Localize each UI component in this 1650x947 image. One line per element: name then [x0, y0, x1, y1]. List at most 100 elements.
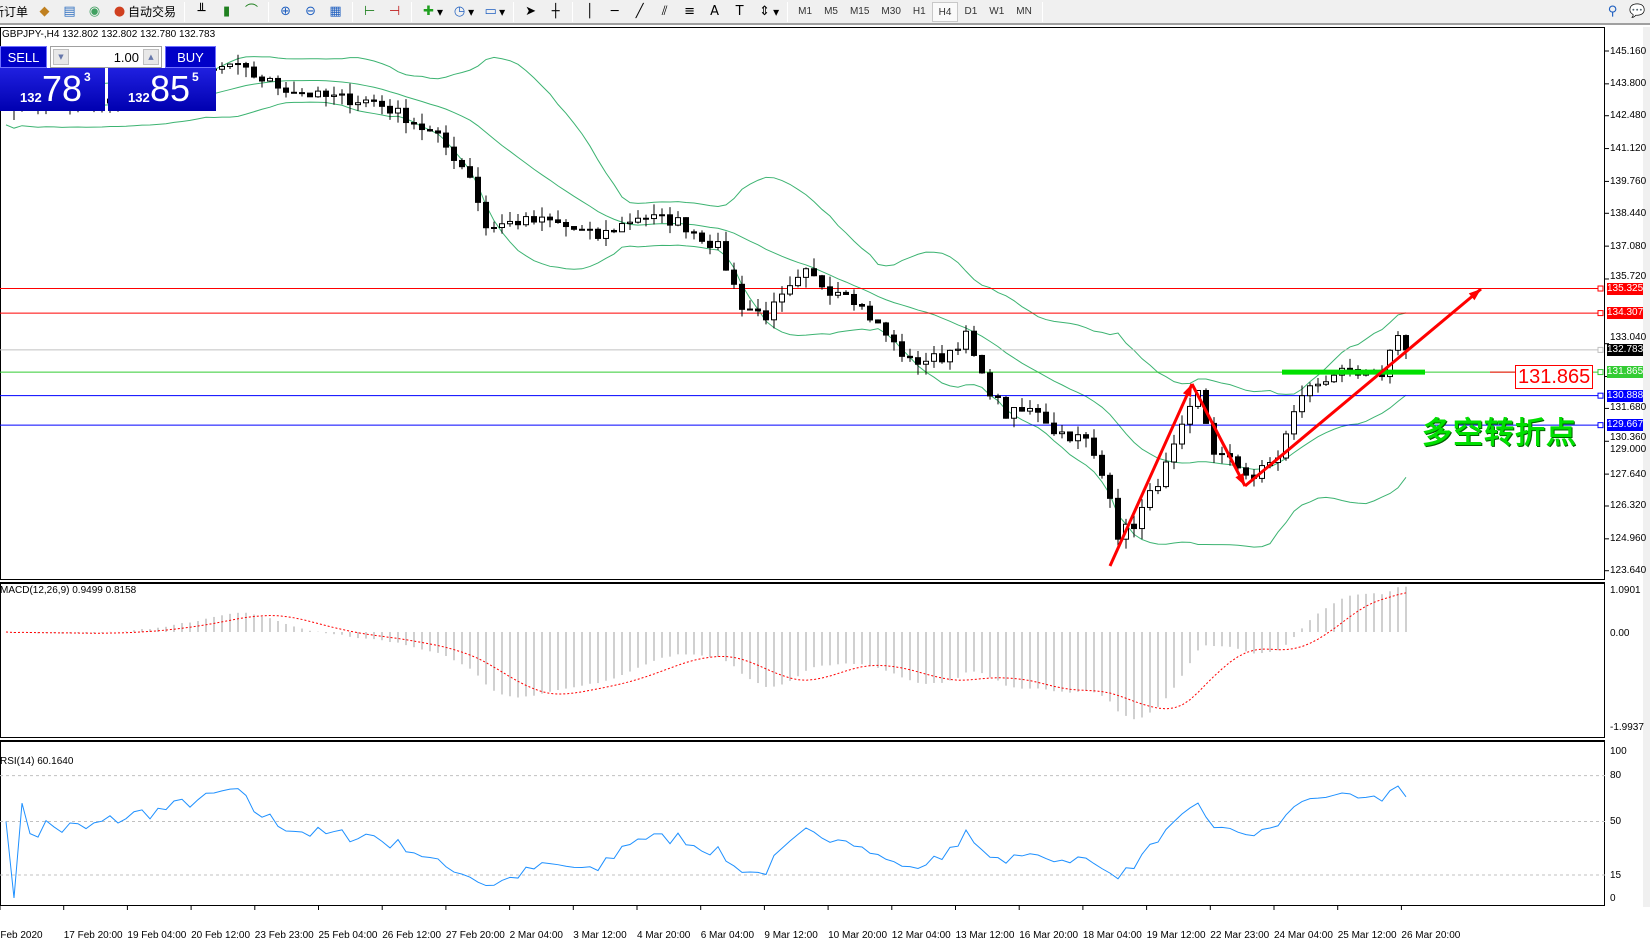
- macd-pane[interactable]: [0, 582, 1605, 738]
- timeframe-m30[interactable]: M30: [881, 5, 901, 17]
- horizontal-line-button[interactable]: ─: [602, 1, 627, 23]
- buy-button[interactable]: BUY: [165, 46, 216, 68]
- price-axis-label: 141.120: [1610, 143, 1647, 155]
- toolbar-separator: [352, 1, 354, 22]
- time-axis-label: 20 Feb 12:00: [191, 930, 251, 941]
- time-axis-label: 27 Feb 20:00: [445, 930, 505, 941]
- horizontal-line-icon: ─: [610, 4, 619, 19]
- rsi-title: RSI(14) 60.1640: [0, 756, 74, 767]
- navigator-button[interactable]: ▤: [57, 1, 82, 23]
- text-label-button[interactable]: T: [727, 1, 752, 23]
- timeframe-m1[interactable]: M1: [798, 5, 813, 17]
- buy-price[interactable]: 132 85 5: [108, 68, 216, 111]
- auto-trading-button[interactable]: ● 自动交易: [107, 1, 180, 23]
- price-axis-label: 129.000: [1610, 443, 1647, 455]
- symbol-info: GBPJPY-,H4 132.802 132.802 132.780 132.7…: [2, 29, 216, 40]
- level-price-tag: 129.667: [1607, 419, 1644, 432]
- text-label-icon: T: [735, 4, 744, 19]
- sell-price[interactable]: 132 78 3: [0, 68, 105, 111]
- level-price-tag: 132.783: [1607, 343, 1644, 356]
- cursor-button[interactable]: ➤: [518, 1, 543, 23]
- time-axis-label: 6 Mar 04:00: [700, 930, 755, 941]
- toolbar-separator: [787, 1, 789, 22]
- macd-axis-label: -1.9937: [1610, 722, 1644, 733]
- arrows-icon: ⇕: [759, 4, 771, 19]
- vertical-line-button[interactable]: │: [577, 1, 602, 23]
- price-axis-label: 138.440: [1610, 207, 1647, 219]
- time-axis-label: 26 Mar 20:00: [1401, 930, 1461, 941]
- bar-chart-button[interactable]: ╨: [189, 1, 214, 23]
- text-icon: A: [710, 4, 720, 19]
- toolbar: 新订单 ◆ ▤ ◉ ●自动交易 ╨ ▮ ⌒ ⊕ ⊖ ▦ ⊢ ⊣ ✚▾ ◷▾ ▭▾…: [0, 0, 1650, 25]
- price-axis-label: 130.360: [1610, 431, 1647, 443]
- arrows-button[interactable]: ⇕ ▾: [752, 1, 783, 23]
- timeframe-d1[interactable]: D1: [964, 5, 978, 17]
- line-chart-button[interactable]: ⌒: [239, 1, 264, 23]
- time-axis-label: 16 Mar 20:00: [1019, 930, 1079, 941]
- bar-chart-icon: ╨: [197, 4, 206, 19]
- timeframe-h4[interactable]: H4: [931, 1, 959, 22]
- price-axis-label: 123.640: [1610, 565, 1647, 577]
- trendline-button[interactable]: ╱: [627, 1, 652, 23]
- indicators-button[interactable]: ✚ ▾: [416, 1, 447, 23]
- crosshair-icon: ┼: [551, 4, 560, 19]
- timeframe-mn[interactable]: MN: [1016, 5, 1032, 17]
- sell-button[interactable]: SELL: [0, 46, 47, 68]
- autoscroll-button[interactable]: ⊣: [382, 1, 407, 23]
- crosshair-button[interactable]: ┼: [543, 1, 568, 23]
- zoom-out-button[interactable]: ⊖: [298, 1, 323, 23]
- lot-increase-button[interactable]: ▲: [143, 49, 159, 65]
- new-order-button[interactable]: 新订单: [0, 1, 32, 23]
- sell-price-prefix: 132: [20, 90, 42, 105]
- channel-button[interactable]: ⫽: [652, 1, 677, 23]
- rsi-pane[interactable]: [0, 740, 1605, 906]
- chat-icon: 💬: [1629, 4, 1646, 19]
- indicators-icon: ✚: [423, 4, 434, 19]
- candlestick-button[interactable]: ▮: [214, 1, 239, 23]
- templates-button[interactable]: ▭ ▾: [478, 1, 509, 23]
- buy-price-prefix: 132: [128, 90, 150, 105]
- support-price-label[interactable]: 131.865: [1515, 365, 1594, 389]
- time-axis-label: 26 Feb 12:00: [382, 930, 442, 941]
- signals-button[interactable]: ◉: [82, 1, 107, 23]
- rsi-axis-label: 100: [1610, 745, 1627, 757]
- time-axis-label: 18 Mar 04:00: [1082, 930, 1142, 941]
- autoscroll-icon: ⊣: [388, 4, 401, 19]
- toolbar-separator: [572, 1, 574, 22]
- time-axis-label: 13 Mar 12:00: [955, 930, 1015, 941]
- timeframe-w1[interactable]: W1: [989, 5, 1005, 17]
- main-chart-pane[interactable]: [0, 27, 1605, 580]
- timeframe-m15[interactable]: M15: [849, 5, 870, 17]
- lot-size-input[interactable]: [71, 48, 141, 66]
- chart-shift-button[interactable]: ⊢: [357, 1, 382, 23]
- tile-windows-button[interactable]: ▦: [323, 1, 348, 23]
- time-axis-label: 4 Mar 20:00: [637, 930, 691, 941]
- lot-decrease-button[interactable]: ▼: [53, 49, 69, 65]
- search-icon: ⚲: [1607, 4, 1618, 19]
- time-axis-label: 3 Mar 12:00: [573, 930, 627, 941]
- right-scroll-strip: [1643, 27, 1650, 907]
- timeframe-m5[interactable]: M5: [824, 5, 838, 17]
- market-watch-button[interactable]: ◆: [32, 1, 57, 23]
- tile-windows-icon: ▦: [329, 4, 342, 19]
- timeframe-h1[interactable]: H1: [912, 5, 926, 17]
- level-price-tag: 135.325: [1607, 282, 1644, 295]
- fibonacci-button[interactable]: ≡: [677, 1, 702, 23]
- time-axis-label: 19 Feb 04:00: [127, 930, 187, 941]
- chat-button[interactable]: 💬: [1625, 1, 1650, 23]
- cursor-icon: ➤: [525, 4, 537, 19]
- text-button[interactable]: A: [702, 1, 727, 23]
- zoom-in-icon: ⊕: [280, 4, 291, 19]
- candlestick-icon: ▮: [222, 4, 231, 19]
- search-button[interactable]: ⚲: [1600, 1, 1625, 23]
- rsi-axis-label: 15: [1610, 869, 1622, 881]
- turning-point-annotation[interactable]: 多空转折点: [1422, 416, 1577, 451]
- rsi-axis-label: 0: [1610, 892, 1616, 904]
- zoom-in-button[interactable]: ⊕: [273, 1, 298, 23]
- time-axis-label: 12 Mar 04:00: [891, 930, 951, 941]
- periods-button[interactable]: ◷ ▾: [447, 1, 478, 23]
- toolbar-separator: [184, 1, 186, 22]
- timeframe-group: M1 M5 M15 M30 H1 H4 D1 W1 MN: [792, 1, 1038, 22]
- one-click-trading-panel: SELL ▼ ▲ BUY 132 78 3 132 85 5: [0, 46, 216, 111]
- time-axis-label: 17 Feb 20:00: [63, 930, 123, 941]
